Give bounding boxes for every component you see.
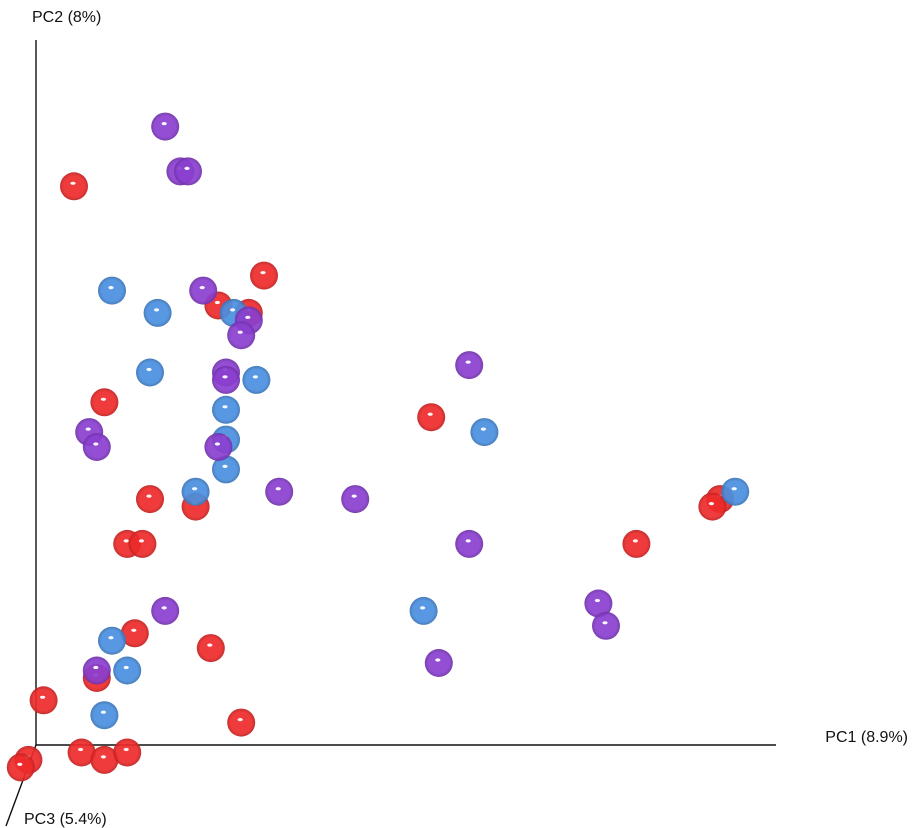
pc1-axis-label: PC1 (8.9%) <box>825 729 908 746</box>
data-point <box>128 529 157 558</box>
data-point <box>341 485 370 514</box>
data-point <box>196 634 225 663</box>
data-point <box>204 433 233 461</box>
data-point <box>212 455 240 484</box>
data-point <box>136 485 164 514</box>
data-point <box>212 365 240 394</box>
data-point <box>136 358 164 387</box>
data-point <box>721 477 750 506</box>
pc3-axis-label: PC3 (5.4%) <box>24 811 107 828</box>
data-point <box>592 611 620 640</box>
data-point <box>265 477 294 506</box>
data-point <box>90 745 119 774</box>
pc2-axis-label: PC2 (8%) <box>32 9 101 26</box>
data-point <box>189 276 218 305</box>
data-point <box>143 298 172 327</box>
data-point <box>6 753 35 782</box>
data-point <box>67 738 96 767</box>
scatter-points <box>6 112 750 782</box>
data-point <box>250 261 278 290</box>
data-point <box>98 276 126 305</box>
data-point <box>113 656 142 685</box>
data-point <box>181 477 210 506</box>
data-point <box>174 157 202 186</box>
data-point <box>60 172 88 201</box>
data-point <box>227 321 256 350</box>
data-point <box>455 529 484 558</box>
data-point <box>113 738 142 767</box>
data-point <box>698 492 727 521</box>
data-point <box>151 112 180 141</box>
data-point <box>82 433 111 461</box>
data-point <box>227 708 256 737</box>
data-point <box>242 365 271 394</box>
data-point <box>151 596 180 625</box>
data-point <box>82 656 111 685</box>
data-point <box>120 619 149 648</box>
data-point <box>424 649 453 677</box>
data-point <box>584 589 613 618</box>
data-point <box>90 701 119 730</box>
data-point <box>622 529 651 558</box>
data-point <box>29 686 58 715</box>
data-point <box>455 351 484 380</box>
data-point <box>90 388 119 417</box>
data-point <box>470 418 499 447</box>
data-point <box>98 626 126 655</box>
data-point <box>409 596 438 625</box>
data-point <box>417 403 446 432</box>
data-point <box>212 395 240 424</box>
